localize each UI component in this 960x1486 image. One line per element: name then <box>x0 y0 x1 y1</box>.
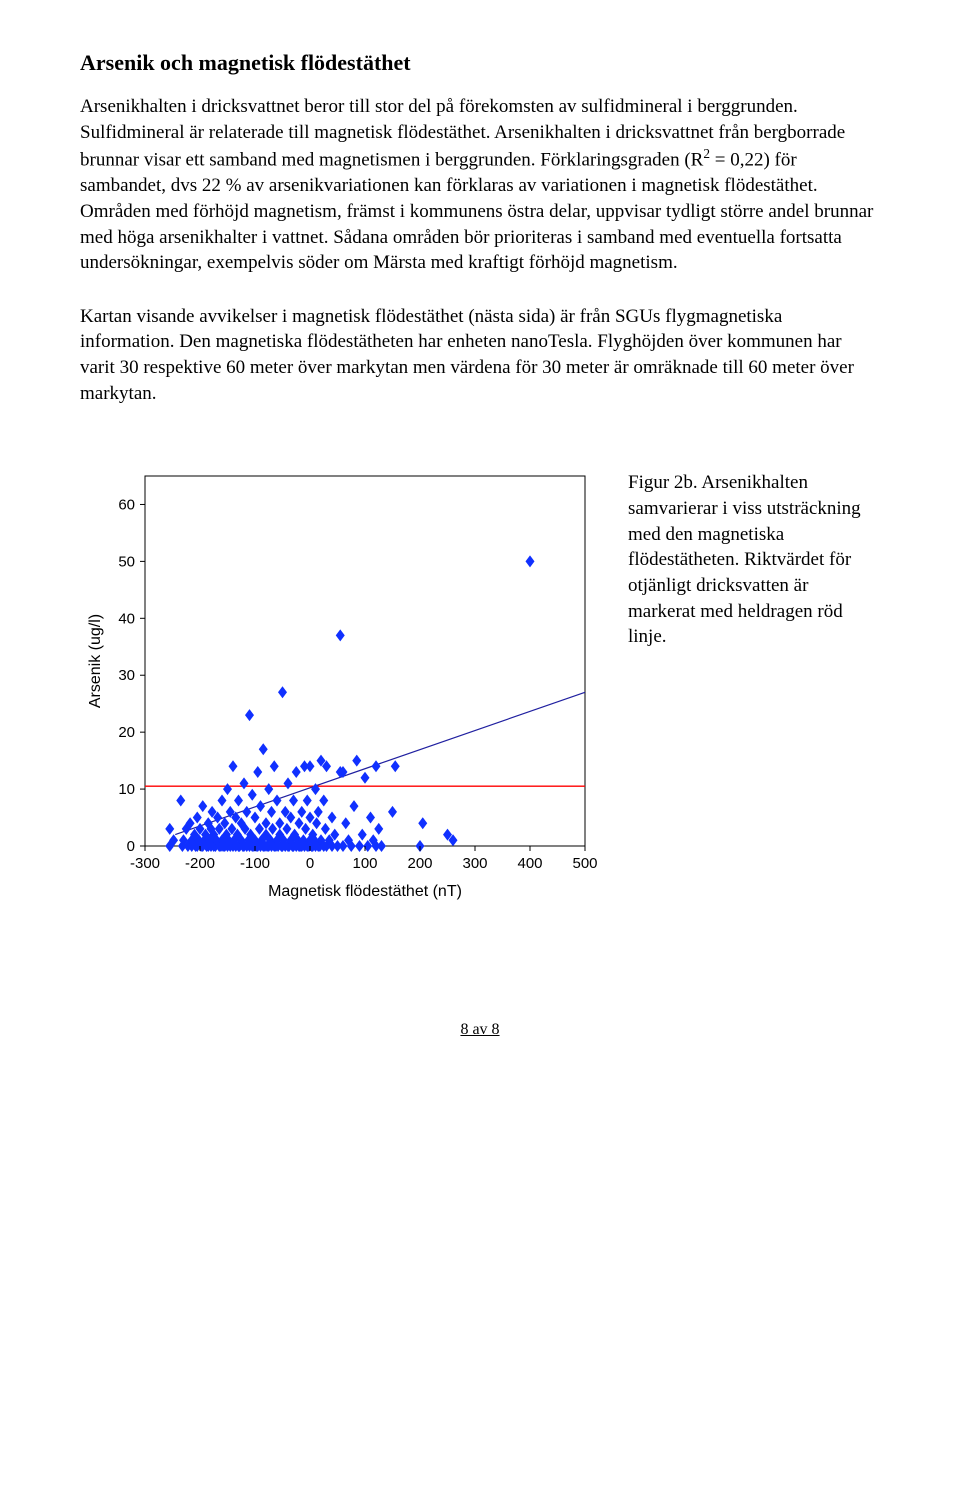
y-tick-label: 50 <box>118 554 135 571</box>
y-tick-label: 0 <box>127 838 135 855</box>
y-tick-label: 10 <box>118 781 135 798</box>
page-footer: 8 av 8 <box>80 1021 880 1039</box>
scatter-chart: -300 -200 -100 0 100 200 300 400 500 0 10 20 30 40 50 6… <box>80 466 600 921</box>
para1-superscript: 2 <box>703 146 710 161</box>
y-tick-label: 20 <box>118 725 135 742</box>
y-tick-label: 30 <box>118 668 135 685</box>
x-tick-label: 400 <box>517 855 542 872</box>
x-tick-label: -100 <box>240 855 270 872</box>
x-tick-label: -300 <box>130 855 160 872</box>
paragraph-1: Arsenikhalten i dricksvattnet beror till… <box>80 94 880 276</box>
x-tick-label: -200 <box>185 855 215 872</box>
x-tick-label: 200 <box>407 855 432 872</box>
x-tick-label: 500 <box>572 855 597 872</box>
figure-caption: Figur 2b. Arsenikhalten samvarierar i vi… <box>628 466 880 649</box>
x-axis-label: Magnetisk flödestäthet (nT) <box>268 883 462 900</box>
paragraph-2: Kartan visande avvikelser i magnetisk fl… <box>80 304 880 407</box>
y-tick-label: 60 <box>118 497 135 514</box>
plot-border <box>145 476 585 846</box>
x-tick-label: 100 <box>352 855 377 872</box>
y-tick-label: 40 <box>118 611 135 628</box>
y-axis-label: Arsenik (ug/l) <box>87 614 104 708</box>
figure-2b: -300 -200 -100 0 100 200 300 400 500 0 10 20 30 40 50 6… <box>80 466 880 921</box>
page-heading: Arsenik och magnetisk flödestäthet <box>80 50 880 76</box>
x-tick-label: 300 <box>462 855 487 872</box>
x-tick-label: 0 <box>306 855 314 872</box>
